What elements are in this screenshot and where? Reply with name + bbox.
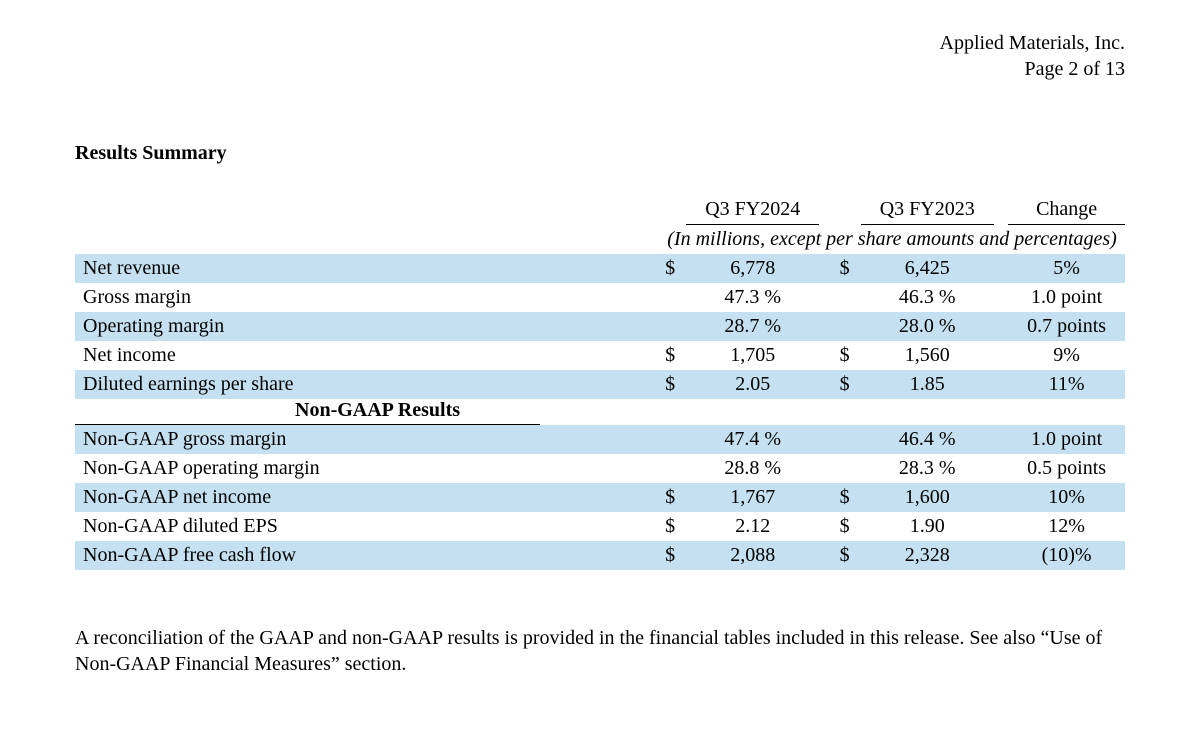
currency-symbol xyxy=(834,312,861,341)
table-row: Net income$1,705$1,5609% xyxy=(75,341,1125,370)
currency-symbol: $ xyxy=(659,370,686,399)
table-row: Non-GAAP free cash flow$2,088$2,328(10)% xyxy=(75,541,1125,570)
currency-symbol xyxy=(659,312,686,341)
section-title: Results Summary xyxy=(75,142,1125,165)
currency-symbol xyxy=(834,454,861,483)
row-value: 2.05 xyxy=(686,370,819,399)
row-value: 28.8 % xyxy=(686,454,819,483)
currency-symbol xyxy=(659,425,686,454)
row-change: 1.0 point xyxy=(1008,425,1125,454)
currency-symbol: $ xyxy=(834,370,861,399)
row-label: Diluted earnings per share xyxy=(75,370,659,399)
row-change: 12% xyxy=(1008,512,1125,541)
currency-symbol: $ xyxy=(659,483,686,512)
row-value: 28.0 % xyxy=(861,312,994,341)
row-label: Net revenue xyxy=(75,254,659,283)
currency-symbol: $ xyxy=(834,341,861,370)
row-change: (10)% xyxy=(1008,541,1125,570)
currency-symbol: $ xyxy=(834,483,861,512)
row-value: 47.4 % xyxy=(686,425,819,454)
row-value: 6,778 xyxy=(686,254,819,283)
table-subheader-row: (In millions, except per share amounts a… xyxy=(75,225,1125,255)
column-header: Q3 FY2024 xyxy=(686,195,819,225)
row-value: 46.3 % xyxy=(861,283,994,312)
row-value: 1,767 xyxy=(686,483,819,512)
table-row: Operating margin 28.7 % 28.0 % 0.7 points xyxy=(75,312,1125,341)
row-change: 9% xyxy=(1008,341,1125,370)
row-label: Net income xyxy=(75,341,659,370)
row-value: 1,560 xyxy=(861,341,994,370)
currency-symbol: $ xyxy=(659,341,686,370)
row-value: 2.12 xyxy=(686,512,819,541)
row-value: 1,600 xyxy=(861,483,994,512)
currency-symbol xyxy=(659,454,686,483)
table-row: Net revenue$6,778$6,4255% xyxy=(75,254,1125,283)
currency-symbol xyxy=(834,283,861,312)
row-value: 47.3 % xyxy=(686,283,819,312)
row-value: 6,425 xyxy=(861,254,994,283)
row-change: 11% xyxy=(1008,370,1125,399)
table-row: Non-GAAP diluted EPS$2.12$1.9012% xyxy=(75,512,1125,541)
table-row: Non-GAAP operating margin 28.8 % 28.3 % 0.5… xyxy=(75,454,1125,483)
row-label: Non-GAAP free cash flow xyxy=(75,541,659,570)
column-header: Q3 FY2023 xyxy=(861,195,994,225)
row-value: 46.4 % xyxy=(861,425,994,454)
row-value: 2,328 xyxy=(861,541,994,570)
row-change: 10% xyxy=(1008,483,1125,512)
page-number: Page 2 of 13 xyxy=(75,56,1125,82)
row-value: 1.90 xyxy=(861,512,994,541)
currency-symbol xyxy=(659,283,686,312)
results-table: Q3 FY2024 Q3 FY2023 Change (In millions,… xyxy=(75,195,1125,570)
section-divider-row: Non-GAAP Results xyxy=(75,399,1125,425)
footer-note: A reconciliation of the GAAP and non-GAA… xyxy=(75,625,1125,677)
currency-symbol: $ xyxy=(659,512,686,541)
table-header-row: Q3 FY2024 Q3 FY2023 Change xyxy=(75,195,1125,225)
table-row: Diluted earnings per share$2.05$1.8511% xyxy=(75,370,1125,399)
row-label: Gross margin xyxy=(75,283,659,312)
currency-symbol: $ xyxy=(659,254,686,283)
row-value: 28.7 % xyxy=(686,312,819,341)
company-name: Applied Materials, Inc. xyxy=(75,30,1125,56)
currency-symbol: $ xyxy=(834,541,861,570)
row-value: 1.85 xyxy=(861,370,994,399)
column-header: Change xyxy=(1008,195,1125,225)
table-subheader: (In millions, except per share amounts a… xyxy=(659,225,1125,255)
row-label: Non-GAAP operating margin xyxy=(75,454,659,483)
currency-symbol xyxy=(834,425,861,454)
row-change: 5% xyxy=(1008,254,1125,283)
row-value: 2,088 xyxy=(686,541,819,570)
currency-symbol: $ xyxy=(659,541,686,570)
table-row: Non-GAAP gross margin 47.4 % 46.4 % 1.0 poi… xyxy=(75,425,1125,454)
divider-label: Non-GAAP Results xyxy=(75,399,460,422)
table-row: Gross margin 47.3 % 46.3 % 1.0 point xyxy=(75,283,1125,312)
currency-symbol: $ xyxy=(834,512,861,541)
row-change: 0.5 points xyxy=(1008,454,1125,483)
table-row: Non-GAAP net income$1,767$1,60010% xyxy=(75,483,1125,512)
row-value: 28.3 % xyxy=(861,454,994,483)
row-change: 0.7 points xyxy=(1008,312,1125,341)
row-label: Non-GAAP diluted EPS xyxy=(75,512,659,541)
page-header: Applied Materials, Inc. Page 2 of 13 xyxy=(75,30,1125,82)
row-label: Non-GAAP net income xyxy=(75,483,659,512)
row-label: Operating margin xyxy=(75,312,659,341)
row-value: 1,705 xyxy=(686,341,819,370)
row-label: Non-GAAP gross margin xyxy=(75,425,659,454)
currency-symbol: $ xyxy=(834,254,861,283)
row-change: 1.0 point xyxy=(1008,283,1125,312)
